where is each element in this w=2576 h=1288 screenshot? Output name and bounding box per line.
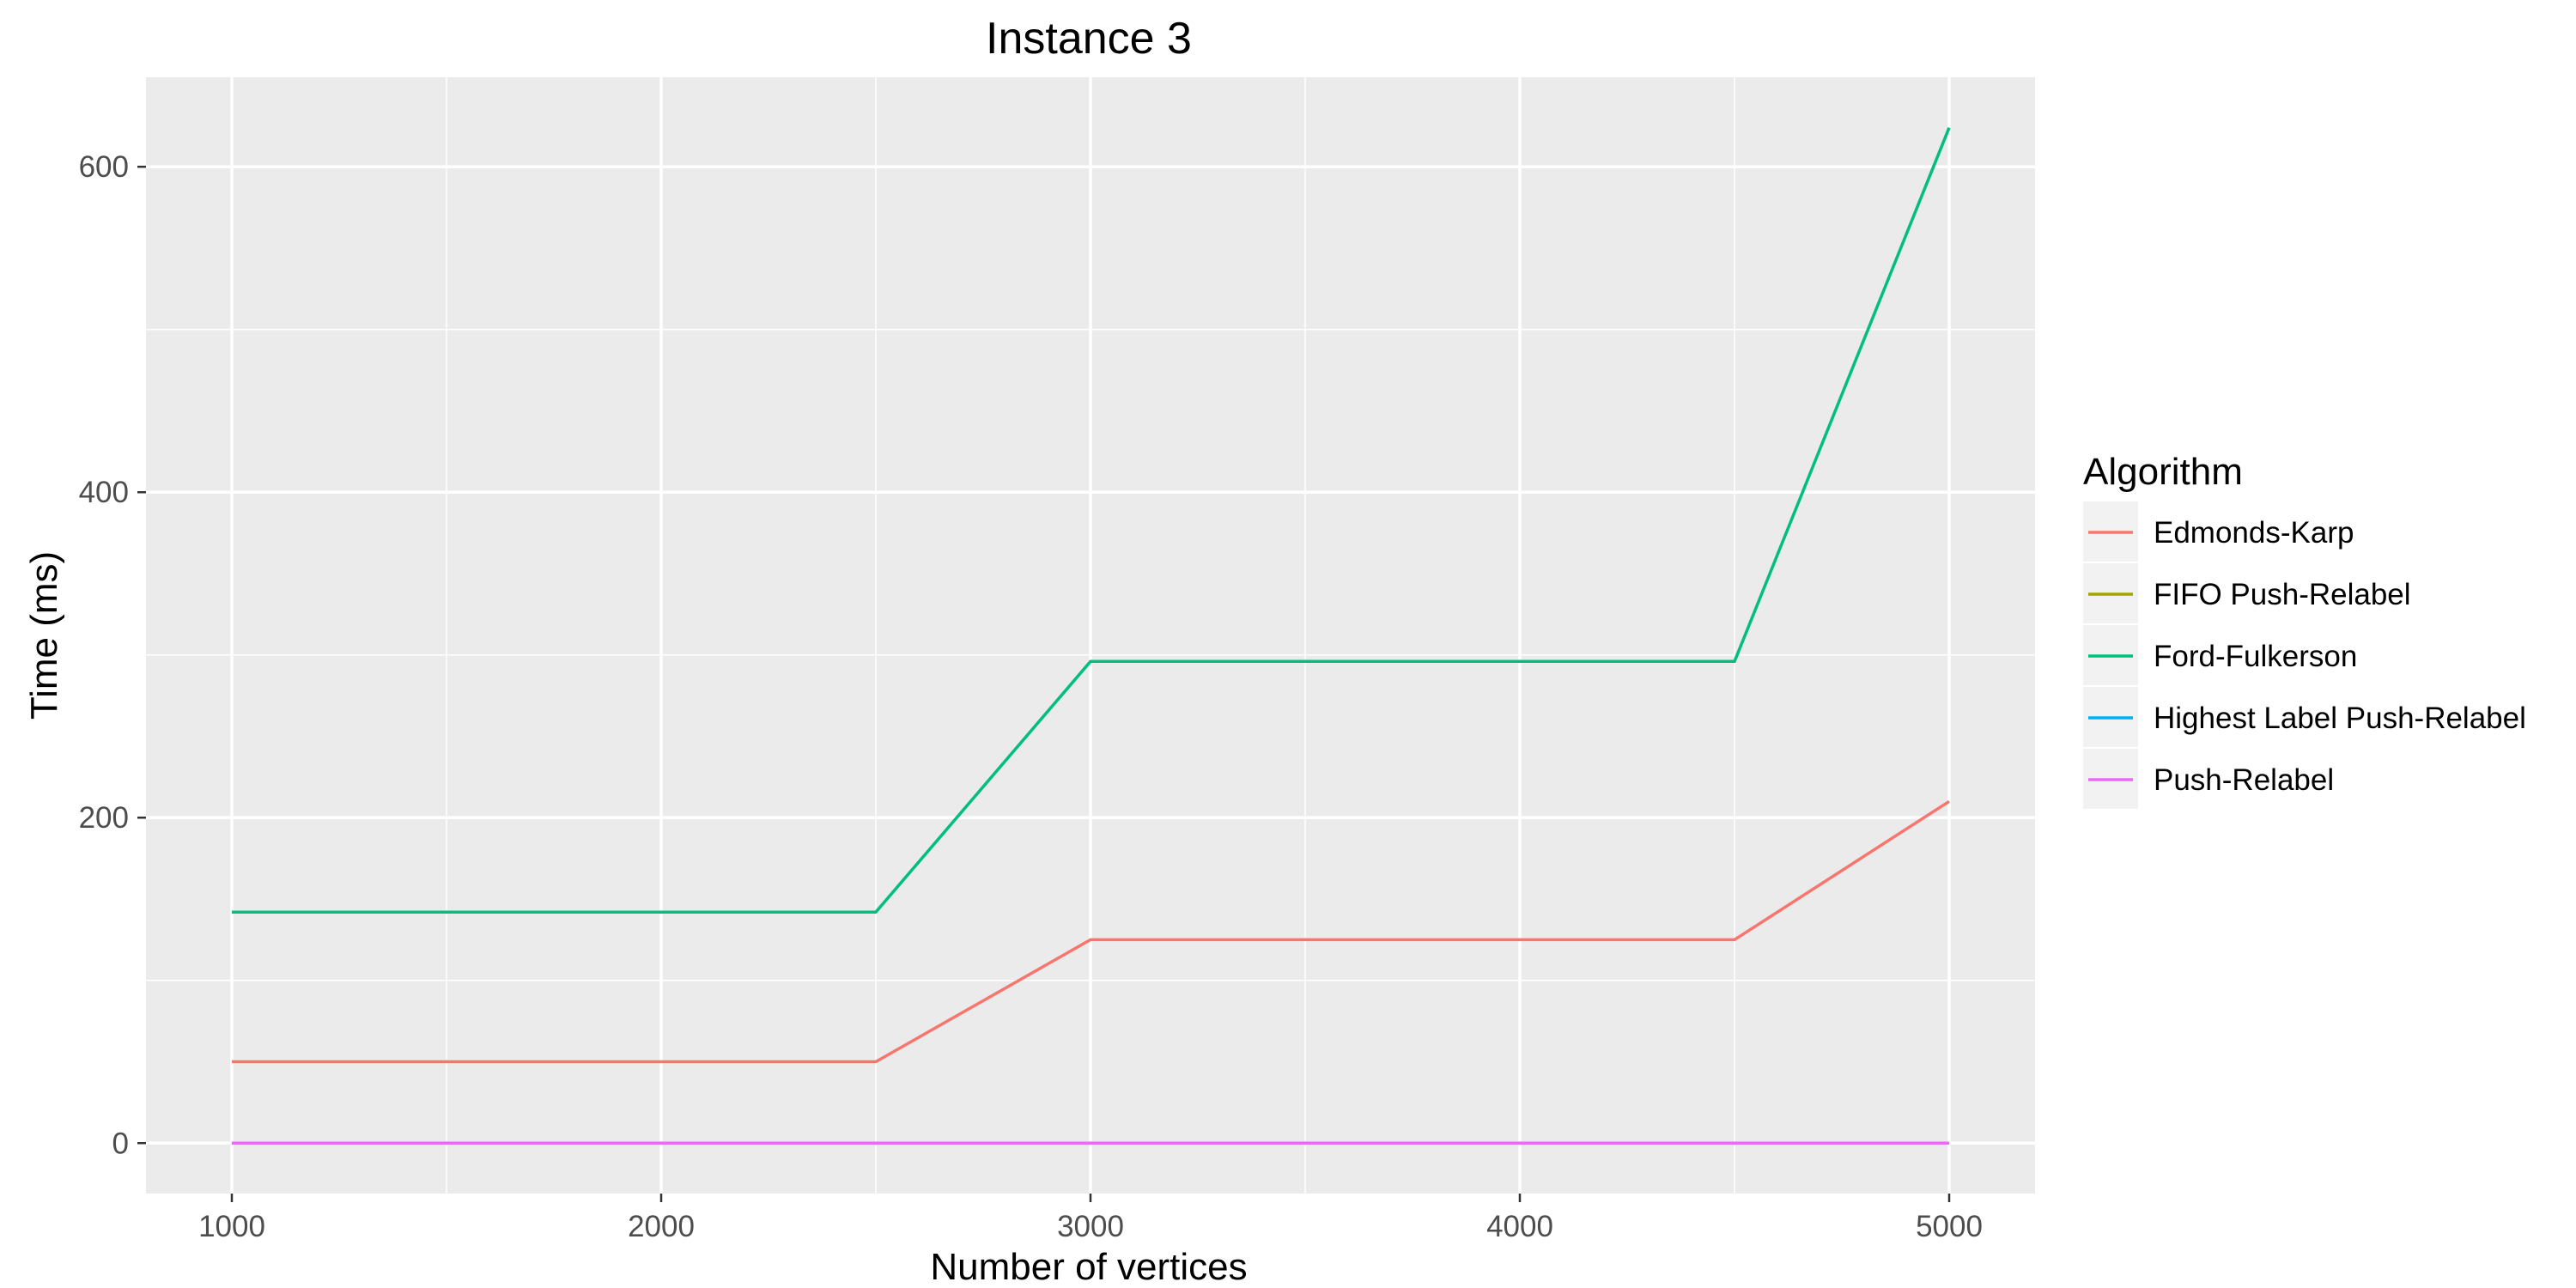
y-tick-label: 600 — [79, 150, 129, 184]
legend-label: FIFO Push-Relabel — [2154, 578, 2411, 611]
legend-items: Edmonds-Karp FIFO Push-Relabel Ford-Fulker… — [2083, 501, 2526, 809]
y-tick-label: 0 — [112, 1127, 129, 1160]
x-tick-label: 5000 — [1916, 1210, 1983, 1243]
legend-item-fifo-push-relabel: FIFO Push-Relabel — [2083, 563, 2411, 623]
x-tick-label: 2000 — [628, 1210, 695, 1243]
series-line-ford-fulkerson — [232, 127, 1951, 914]
legend-label: Edmonds-Karp — [2154, 516, 2354, 550]
legend-label: Push-Relabel — [2154, 763, 2334, 797]
x-tick-label: 4000 — [1486, 1210, 1553, 1243]
y-axis-title: Time (ms) — [23, 551, 65, 720]
legend-title: Algorithm — [2083, 451, 2243, 493]
y-tick-label: 400 — [79, 476, 129, 509]
legend-label: Highest Label Push-Relabel — [2154, 702, 2526, 735]
legend: Algorithm Edmonds-Karp FIFO Push-Relabel F… — [2083, 451, 2526, 809]
legend-item-push-relabel: Push-Relabel — [2083, 749, 2334, 809]
series-line-edmonds-karp — [232, 799, 1950, 1064]
legend-item-edmonds-karp: Edmonds-Karp — [2083, 501, 2354, 562]
x-tick-label: 1000 — [198, 1210, 265, 1243]
legend-item-highest-label-push-relabel: Highest Label Push-Relabel — [2083, 687, 2526, 747]
x-tick-label: 3000 — [1057, 1210, 1124, 1243]
chart-title: Instance 3 — [986, 14, 1192, 64]
x-axis: 1000 2000 3000 4000 5000 — [198, 1194, 1983, 1243]
series-lines — [232, 127, 1951, 1145]
legend-label: Ford-Fulkerson — [2154, 640, 2357, 673]
y-tick-label: 200 — [79, 801, 129, 835]
grid-lines — [146, 77, 2035, 1194]
y-axis: 0 200 400 600 — [79, 150, 146, 1160]
x-axis-title: Number of vertices — [930, 1246, 1247, 1288]
legend-item-ford-fulkerson: Ford-Fulkerson — [2083, 625, 2357, 685]
